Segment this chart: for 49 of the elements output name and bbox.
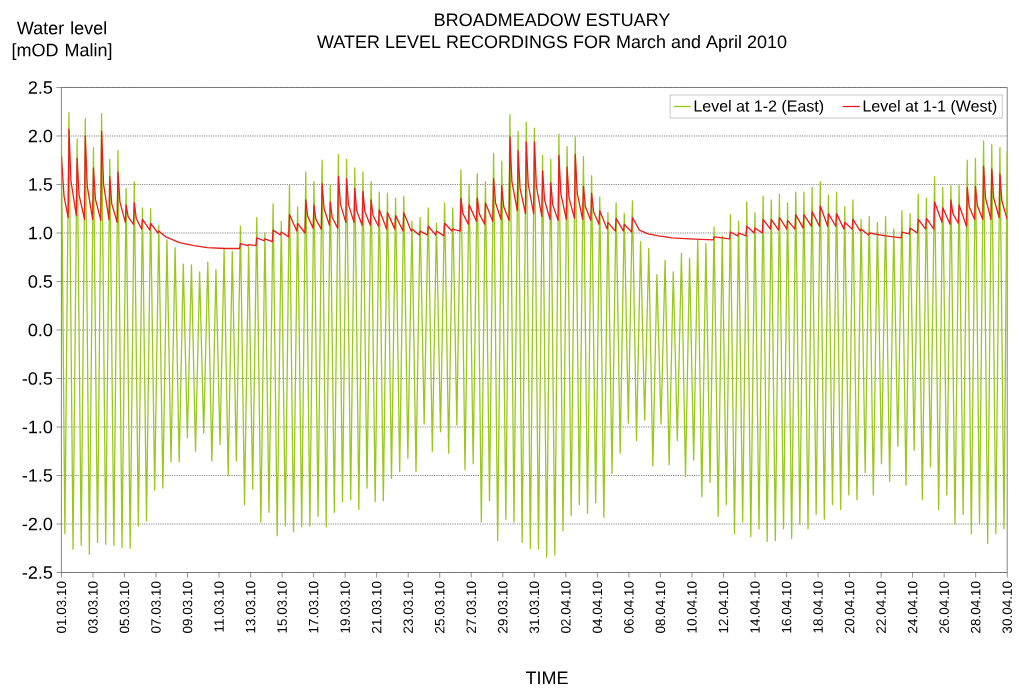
chart-title: BROADMEADOW ESTUARY: [435, 13, 670, 27]
y-tick-label: 1.0: [29, 226, 53, 240]
x-tick-label: 14.04.10: [750, 581, 760, 633]
y-tick-label: -2.0: [22, 517, 53, 531]
x-axis-title: TIME: [525, 671, 568, 684]
x-tick-label: 18.04.10: [813, 581, 823, 633]
x-tick-label: 26.04.10: [939, 581, 949, 633]
line-series: [61, 128, 1008, 250]
x-tick-label: 31.03.10: [529, 581, 540, 634]
x-tick-label: 08.04.10: [655, 581, 666, 634]
x-tick-label: 04.04.10: [592, 581, 603, 634]
x-tick-label: 28.04.10: [970, 581, 981, 633]
x-tick-label: 13.03.10: [245, 581, 256, 633]
x-tick-label: 05.03.10: [119, 581, 130, 634]
x-tick-label: 11.03.10: [214, 581, 224, 632]
chart-subtitle: WATER LEVEL RECORDINGS FOR March and April 2010: [317, 34, 787, 52]
legend-label: Level at 1-1 (West): [863, 99, 997, 115]
x-tick-label: 03.03.10: [88, 581, 98, 634]
x-tick-label: 29.03.10: [498, 581, 508, 633]
x-tick-label: 22.04.10: [876, 581, 886, 633]
y-tick-label: -2.5: [22, 566, 53, 579]
x-tick-label: 06.04.10: [624, 581, 634, 634]
y-tick-label: 1.5: [29, 178, 53, 191]
x-tick-label: 27.03.10: [466, 581, 477, 633]
x-tick-label: 16.04.10: [781, 581, 792, 633]
x-tick-label: 02.04.10: [561, 581, 571, 634]
x-tick-label: 20.04.10: [844, 581, 855, 633]
x-tick-label: 12.04.10: [718, 581, 729, 633]
y-axis-title: Water level [mOD Malin]: [12, 21, 112, 60]
x-tick-label: 09.03.10: [182, 581, 193, 634]
y-tick-label: -1.0: [22, 420, 53, 434]
x-tick-label: 25.03.10: [434, 581, 445, 633]
x-tick-label: 07.03.10: [151, 581, 161, 634]
x-tick-label: 30.04.10: [1002, 581, 1012, 634]
y-tick-label: 2.5: [28, 81, 53, 94]
x-tick-label: 24.04.10: [907, 581, 918, 633]
x-tick-label: 21.03.10: [371, 581, 382, 633]
y-tick-label: -1.5: [22, 469, 53, 482]
x-tick-label: 01.03.10: [56, 581, 67, 634]
y-tick-label: 0.5: [28, 275, 53, 288]
y-tick-label: 2.0: [28, 129, 53, 143]
x-tick-label: 17.03.10: [308, 581, 319, 633]
x-tick-label: 15.03.10: [277, 581, 287, 633]
y-tick-label: 0.0: [28, 323, 53, 337]
x-tick-label: 23.03.10: [403, 581, 413, 633]
x-tick-label: 19.03.10: [340, 581, 350, 633]
x-tick-label: 10.04.10: [687, 581, 697, 633]
y-tick-label: -0.5: [22, 372, 53, 385]
legend-label: Level at 1-2 (East): [694, 99, 824, 115]
